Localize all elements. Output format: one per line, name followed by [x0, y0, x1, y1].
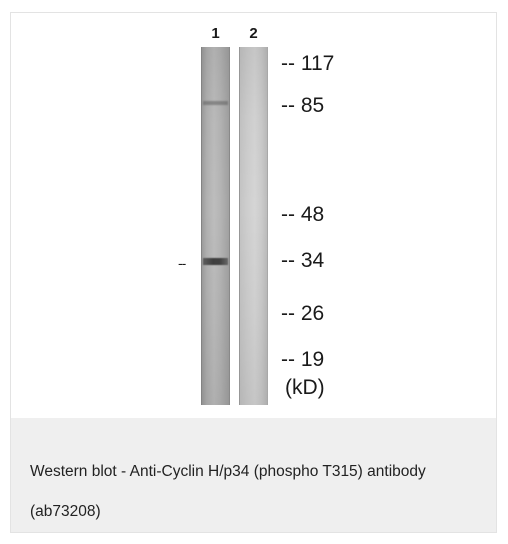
marker-34: -- 34 — [281, 249, 325, 272]
figure-card: 1 2 -- -- 117 -- 85 -- 48 -- 34 -- 26 --… — [10, 12, 497, 533]
lane-1-background — [202, 47, 229, 405]
blot-lane-2 — [239, 47, 268, 405]
lane-1-target-band — [203, 258, 228, 265]
western-blot-image: 1 2 -- -- 117 -- 85 -- 48 -- 34 -- 26 --… — [11, 13, 496, 418]
molecular-weight-unit: (kD) — [285, 376, 325, 399]
lane-2-background — [240, 47, 267, 405]
lane-1-number: 1 — [211, 25, 220, 42]
marker-85: -- 85 — [281, 94, 325, 117]
marker-117: -- 117 — [281, 52, 335, 75]
figure-caption: Western blot - Anti-Cyclin H/p34 (phosph… — [11, 418, 496, 532]
marker-48: -- 48 — [281, 203, 325, 226]
lane-1-faint-band — [203, 101, 228, 105]
marker-19: -- 19 — [281, 348, 325, 371]
lane-2-number: 2 — [249, 25, 258, 42]
target-band-pointer: -- — [178, 255, 186, 271]
blot-lane-1 — [201, 47, 230, 405]
marker-26: -- 26 — [281, 302, 325, 325]
